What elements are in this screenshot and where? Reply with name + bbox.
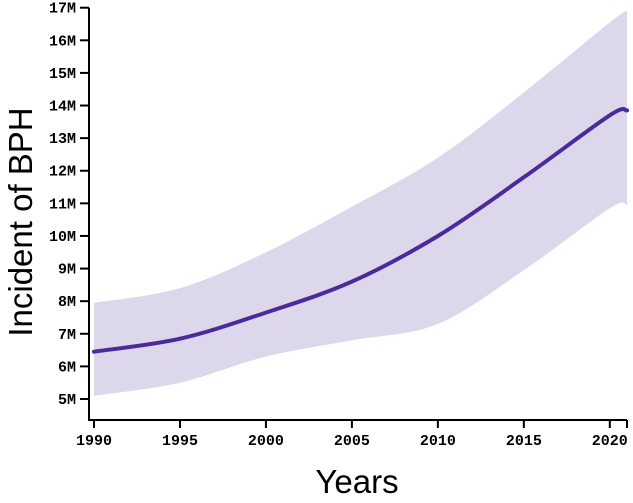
x-tick-label: 2000	[248, 433, 284, 450]
y-tick-label: 11M	[49, 196, 76, 213]
x-tick-label: 2005	[334, 433, 370, 450]
y-tick-label: 13M	[49, 131, 76, 148]
y-tick-label: 15M	[49, 66, 76, 83]
x-axis-title: Years	[315, 463, 399, 500]
incidence-line	[92, 106, 629, 354]
confidence-band	[94, 11, 627, 396]
y-tick-label: 14M	[49, 99, 76, 116]
y-tick-label: 12M	[49, 164, 76, 181]
axis-lines	[88, 7, 627, 421]
y-tick-label: 17M	[49, 1, 76, 18]
x-tick-label: 1995	[162, 433, 198, 450]
y-tick-label: 7M	[58, 327, 76, 344]
y-tick-label: 16M	[49, 33, 76, 50]
y-tick-label: 9M	[58, 262, 76, 279]
x-tick-label: 1990	[76, 433, 112, 450]
x-tick-label: 2015	[506, 433, 542, 450]
y-tick-label: 10M	[49, 229, 76, 246]
y-axis-title: Incident of BPH	[2, 107, 39, 337]
y-tick-label: 8M	[58, 294, 76, 311]
y-tick-label: 5M	[58, 392, 76, 409]
y-tick-label: 6M	[58, 359, 76, 376]
x-tick-label: 2020	[592, 433, 628, 450]
x-tick-label: 2010	[420, 433, 456, 450]
